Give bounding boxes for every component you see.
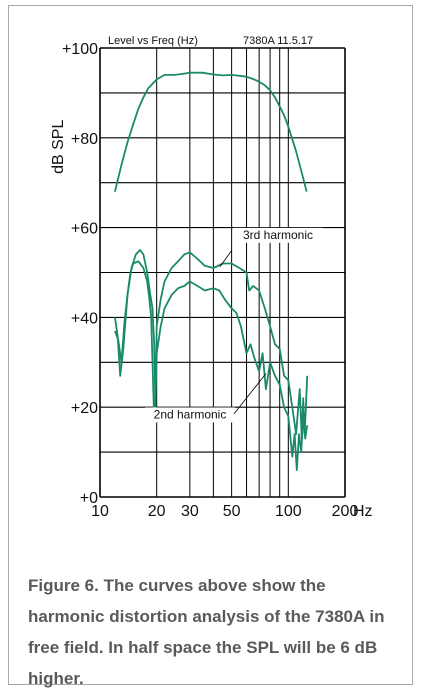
x-tick-label: 30	[181, 503, 199, 520]
x-tick-label: 100	[275, 503, 302, 520]
third-harmonic-leader	[219, 249, 233, 267]
2nd-harmonic-line	[114, 260, 309, 472]
x-tick-label: 20	[148, 503, 166, 520]
second-harmonic-annotation: 2nd harmonic	[154, 407, 227, 421]
annotation-background	[145, 407, 235, 423]
3rd-harmonic-line	[114, 249, 309, 440]
x-tick-label: 50	[223, 503, 241, 520]
curve-layer	[114, 71, 309, 472]
y-tick-label: +40	[71, 310, 98, 327]
y-tick-label: +0	[80, 490, 98, 507]
y-tick-label: +20	[71, 400, 98, 417]
x-tick-label: 200	[332, 503, 359, 520]
second-harmonic-leader	[233, 373, 267, 415]
annotation-background	[233, 227, 323, 243]
y-axis-label: dB SPL	[50, 120, 67, 174]
y-tick-label: +100	[62, 41, 98, 58]
x-tick-label: 10	[91, 503, 109, 520]
x-unit-label: Hz	[353, 503, 373, 520]
figure-caption: Figure 6. The curves above show the harm…	[28, 576, 385, 688]
fundamental-level-line	[114, 71, 308, 192]
grid-layer	[99, 47, 346, 498]
y-tick-label: +80	[71, 131, 98, 148]
third-harmonic-annotation: 3rd harmonic	[243, 228, 313, 242]
y-tick-label: +60	[71, 221, 98, 238]
chart-title: Level vs Freq (Hz)	[108, 35, 198, 47]
model-label: 7380A 11.5.17	[243, 35, 313, 47]
